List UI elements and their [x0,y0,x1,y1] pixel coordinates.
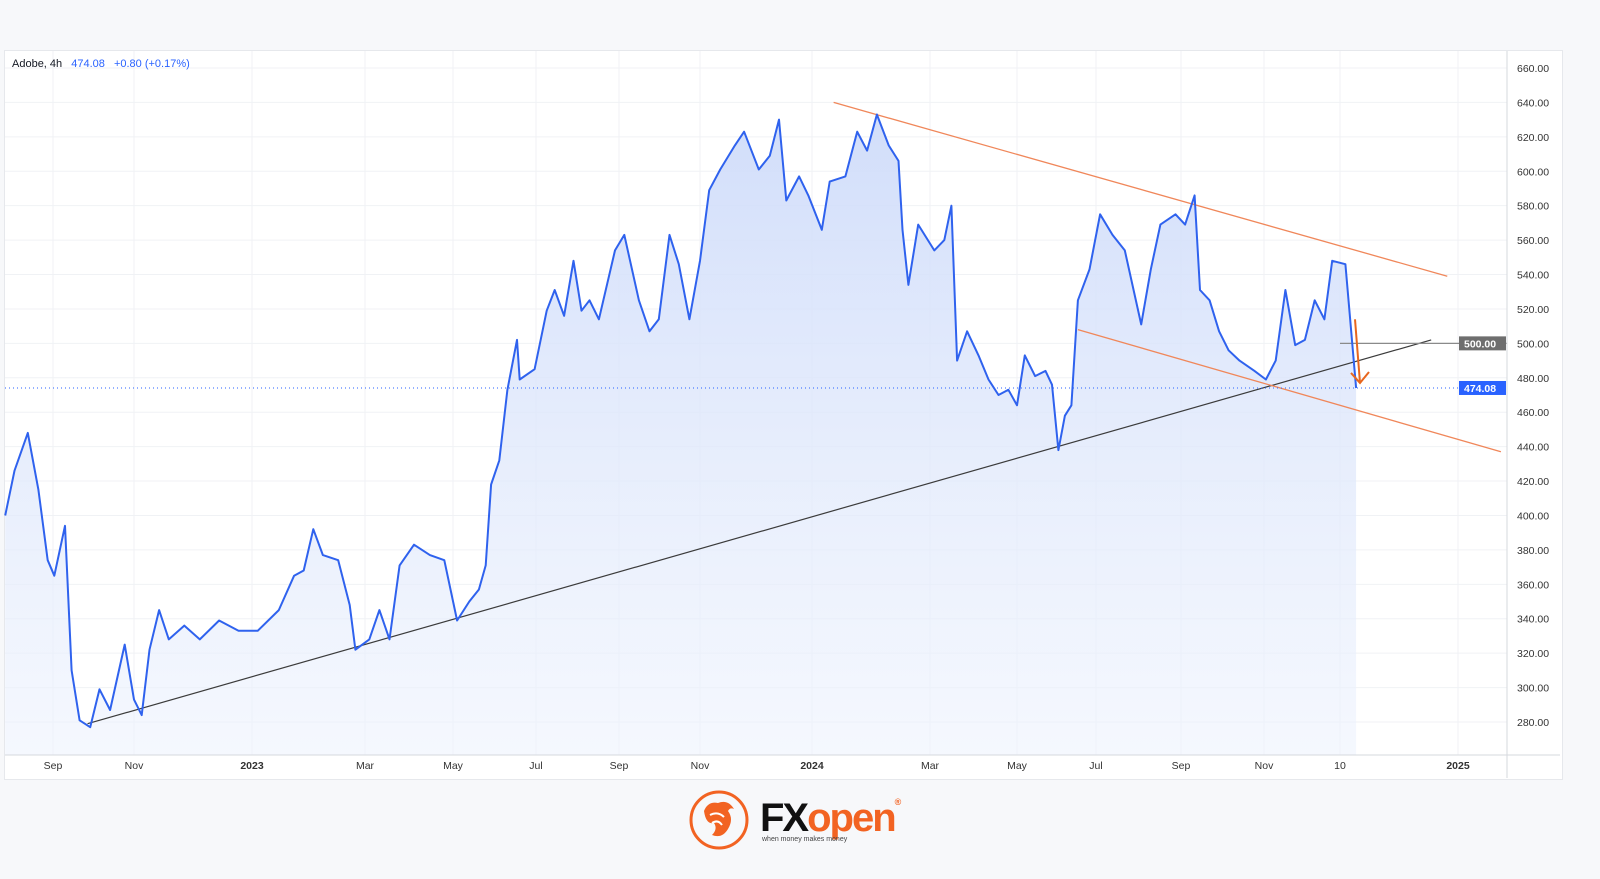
y-tick-label: 560.00 [1517,235,1549,247]
y-tick-label: 380.00 [1517,545,1549,557]
y-tick-label: 340.00 [1517,614,1549,626]
registered-mark: ® [894,796,901,807]
x-tick-label: Mar [921,760,940,772]
x-tick-label: Mar [356,760,375,772]
y-tick-label: 620.00 [1517,132,1549,144]
channel-upper-line [833,101,1448,277]
y-tick-label: 280.00 [1517,717,1549,729]
brand-tagline: when money makes money [762,835,848,843]
x-tick-label: Jul [529,760,542,772]
y-tick-label: 360.00 [1517,579,1549,591]
y-tick-label: 440.00 [1517,442,1549,454]
chart-legend: Adobe, 4h 474.08 +0.80 (+0.17%) [12,58,190,70]
fxopen-logo: FXopen® when money makes money [688,788,901,852]
y-tick-label: 660.00 [1517,63,1549,75]
y-tick-label: 640.00 [1517,97,1549,109]
x-tick-label: Nov [125,760,144,772]
last-price-badge [1459,380,1506,395]
x-tick-label: Nov [1255,760,1274,772]
price-area-fill [5,114,1357,755]
y-tick-label: 420.00 [1517,476,1549,488]
y-tick-label: 540.00 [1517,270,1549,282]
price-line [4,113,1358,729]
support-trendline [87,339,1432,725]
symbol-label: Adobe, 4h [12,58,63,70]
brand-fx: FX [760,795,809,840]
x-tick-label: May [1007,760,1028,772]
price-change: +0.80 (+0.17%) [113,58,190,70]
y-tick-label: 580.00 [1517,201,1549,213]
x-tick-label: Sep [44,760,63,772]
x-tick-label: 2023 [240,760,264,772]
level-500-badge [1459,336,1506,351]
y-tick-label: 480.00 [1517,373,1549,385]
channel-lower-line [1077,328,1502,453]
x-tick-label: Sep [1172,760,1191,772]
down-arrow-icon [1354,319,1361,384]
x-tick-label: Nov [691,760,710,772]
x-tick-label: 10 [1334,760,1346,772]
x-tick-label: May [443,760,464,772]
last-price-axis-label: 474.08 [1464,383,1496,395]
x-tick-label: Sep [610,760,629,772]
y-tick-label: 300.00 [1517,683,1549,695]
x-axis[interactable]: Sep Nov 2023 Mar May Jul Sep Nov 2024 Mar May Jul Se… [5,754,1560,772]
y-tick-label: 460.00 [1517,407,1549,419]
x-tick-label: 2025 [1446,760,1470,772]
y-tick-label: 520.00 [1517,304,1549,316]
y-tick-label: 600.00 [1517,166,1549,178]
x-tick-label: 2024 [800,760,824,772]
y-tick-label: 400.00 [1517,510,1549,522]
last-price: 474.08 [71,58,105,70]
down-arrow-head-icon [1350,371,1370,385]
y-axis[interactable]: 280.00 300.00 320.00 340.00 360.00 380.00 400.… [1459,51,1549,778]
y-tick-label: 500.00 [1517,338,1549,350]
brand-open: open [807,795,897,840]
bull-logo-icon [689,790,749,850]
y-tick-label: 320.00 [1517,648,1549,660]
level-500-label: 500.00 [1464,338,1496,350]
x-tick-label: Jul [1089,760,1102,772]
